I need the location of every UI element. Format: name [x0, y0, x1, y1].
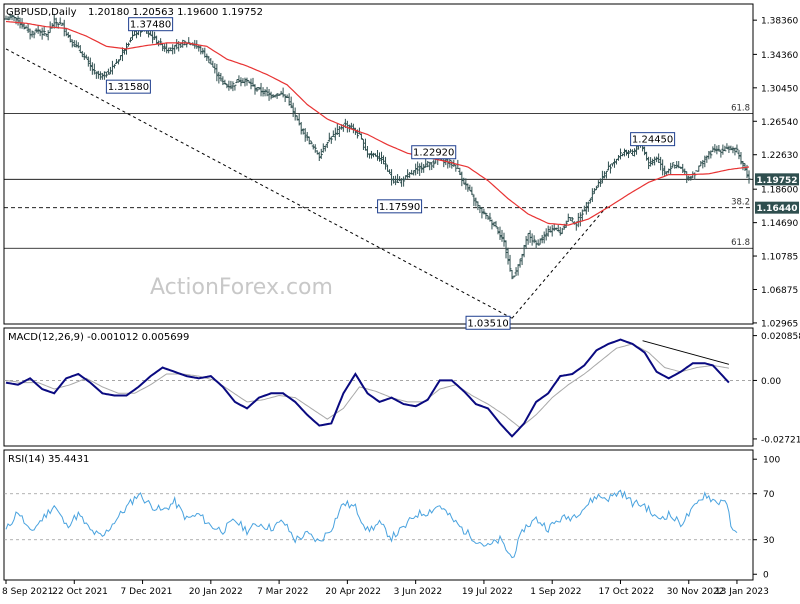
macd-signal-line: [5, 343, 729, 429]
price-callout-label: 1.03510: [467, 318, 508, 329]
price-callout-label: 1.37480: [130, 20, 171, 31]
macd-line: [5, 338, 730, 438]
x-tick-label: 1 Sep 2022: [530, 587, 581, 597]
price-tag-label: 1.19752: [757, 176, 798, 186]
price-callout-label: 1.22920: [413, 148, 454, 159]
panel-frame-rsi: [3, 449, 754, 581]
macd-title: MACD(12,26,9) -0.001012 0.005699: [8, 332, 189, 343]
price-tick-label: 1.38360: [761, 17, 798, 27]
price-callout-label: 1.31580: [108, 82, 149, 93]
x-tick-label: 22 Oct 2021: [52, 587, 108, 597]
fib-label: 61.8: [731, 238, 750, 248]
x-tick-label: 20 Jan 2022: [189, 587, 243, 597]
x-tick-label: 3 Jun 2022: [394, 587, 442, 597]
price-tick-label: 1.02965: [761, 319, 798, 329]
panel-frame-macd: [3, 327, 754, 447]
x-tick-label: 8 Sep 2021: [2, 587, 53, 597]
fib-label: 61.8: [731, 103, 750, 113]
x-tick-label: 7 Mar 2022: [257, 587, 308, 597]
price-callout-box: [465, 315, 511, 330]
price-tick-label: 1.34360: [761, 51, 798, 61]
trendline: [511, 204, 609, 319]
x-tick-label: 17 Oct 2022: [598, 587, 654, 597]
x-tick-label: 20 Apr 2022: [325, 587, 381, 597]
price-tick-label: 1.10785: [761, 253, 798, 263]
price-callout-box: [105, 79, 151, 94]
macd-trendline: [642, 340, 730, 365]
price-tag-bg: [755, 173, 799, 186]
x-tick-label: 19 Jul 2022: [462, 587, 513, 597]
macd-tick-label: 0.00: [761, 377, 781, 387]
price-callout-label: 1.24450: [632, 135, 673, 146]
x-tick-label: 13 Jan 2023: [715, 587, 769, 597]
rsi-tick-label: 70: [763, 490, 775, 500]
macd-tick-label: -0.027213: [761, 435, 800, 445]
price-callout-box: [630, 132, 676, 147]
rsi-line: [5, 489, 738, 559]
price-tag-label: 1.16440: [757, 204, 798, 214]
macd-tick-label: 0.020858: [761, 332, 800, 342]
rsi-title: RSI(14) 35.4431: [8, 454, 89, 465]
price-callout-box: [128, 17, 174, 32]
ohlc-bars: [4, 13, 751, 280]
rsi-tick-label: 100: [763, 456, 780, 466]
price-callout-box: [377, 199, 423, 214]
x-tick-label: 7 Dec 2021: [121, 587, 173, 597]
watermark: ActionForex.com: [150, 275, 333, 300]
price-tick-label: 1.22630: [761, 151, 798, 161]
panel-frame-price: [3, 3, 754, 325]
price-tick-label: 1.06875: [761, 286, 798, 296]
price-tick-label: 1.26540: [761, 118, 798, 128]
rsi-tick-label: 30: [763, 536, 775, 546]
price-tag-bg: [755, 201, 799, 214]
price-callout-box: [411, 145, 457, 160]
moving-average-line: [5, 20, 750, 226]
chart-ohlc: 1.20180 1.20563 1.19600 1.19752: [88, 7, 263, 18]
chart-symbol: GBPUSD,Daily: [6, 7, 77, 18]
price-tick-label: 1.30450: [761, 84, 798, 94]
x-tick-label: 30 Nov 2022: [667, 587, 725, 597]
price-tick-label: 1.14690: [761, 219, 798, 229]
price-callout-label: 1.17590: [379, 202, 420, 213]
price-tick-label: 1.18600: [761, 186, 798, 196]
fib-label: 38.2: [731, 198, 750, 208]
rsi-tick-label: 0: [763, 571, 769, 581]
